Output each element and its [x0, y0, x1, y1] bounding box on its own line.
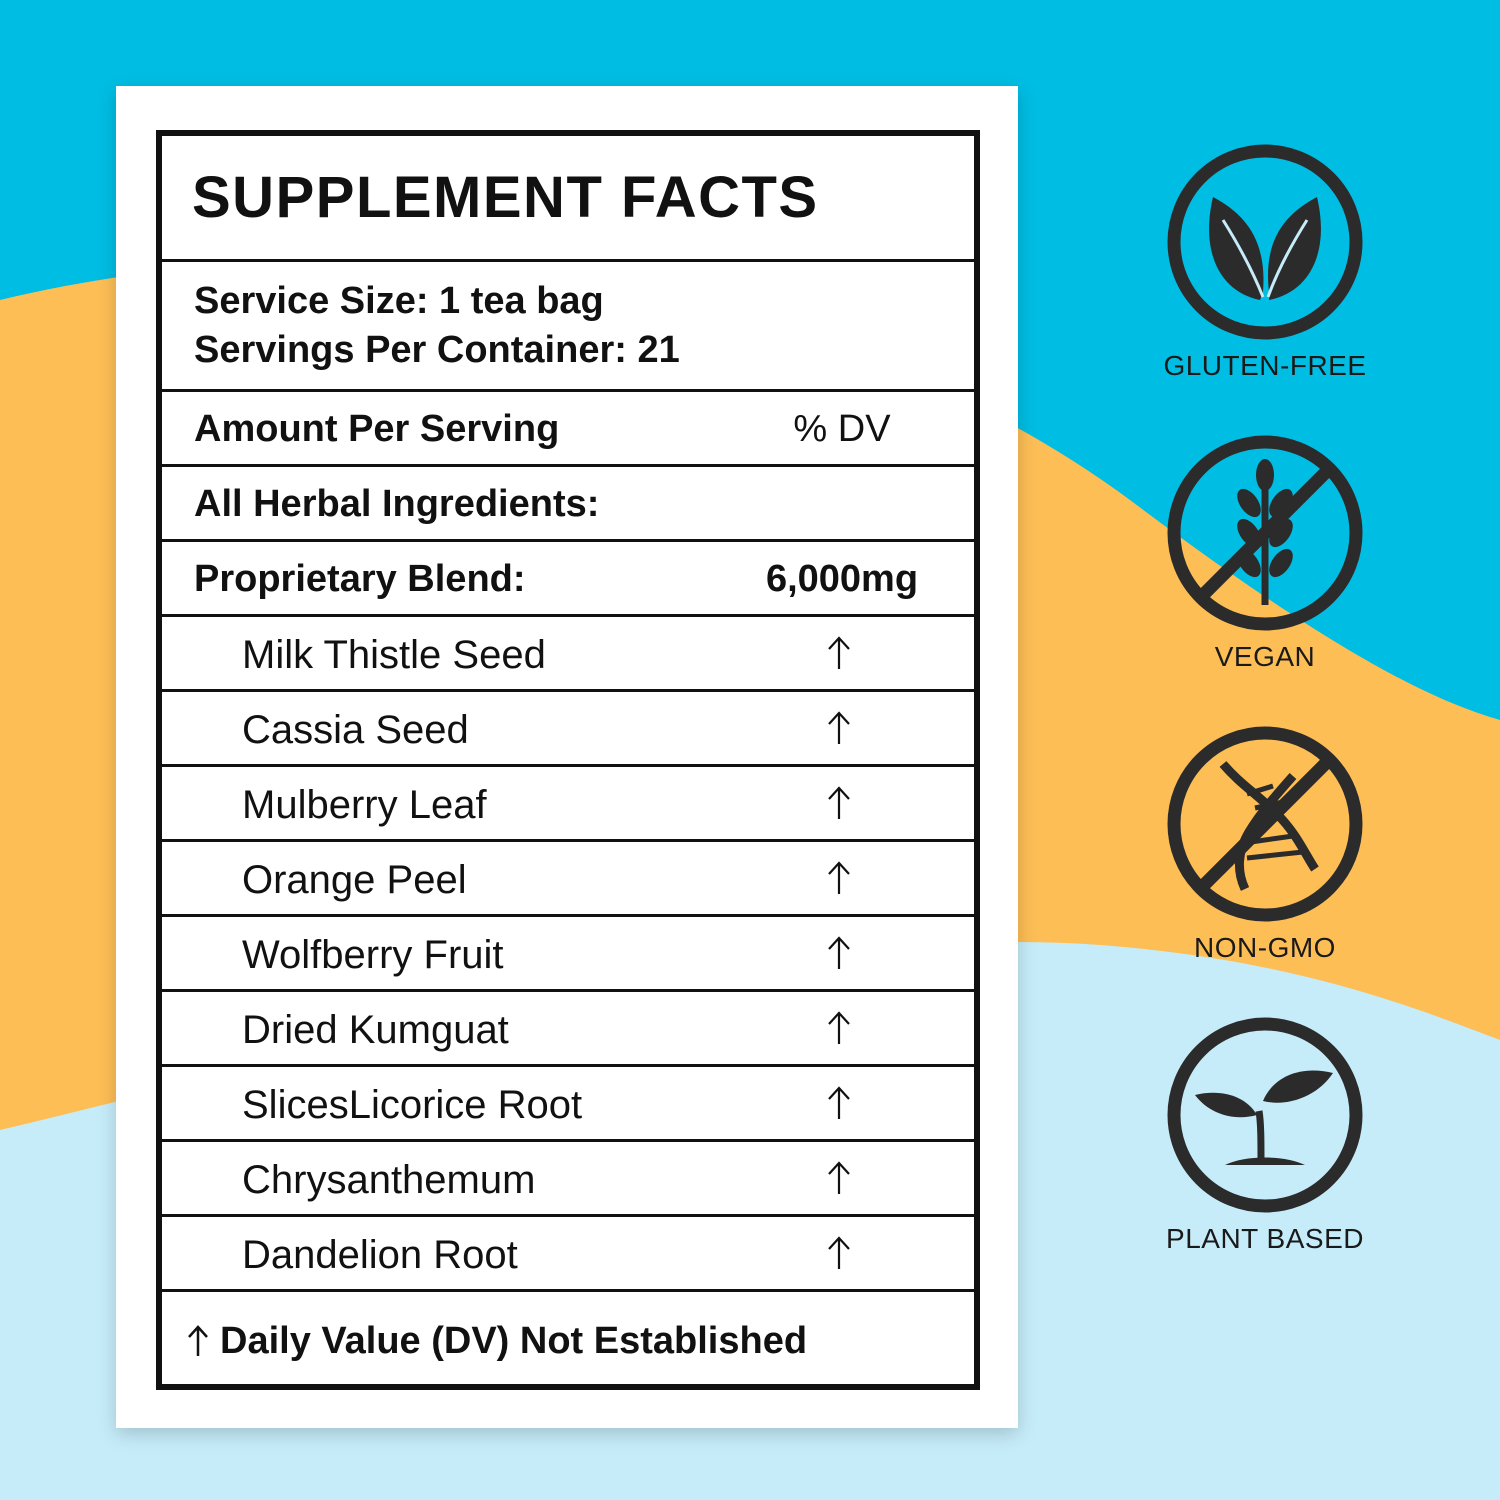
badge-label: VEGAN	[1214, 641, 1316, 672]
dagger-arrow-icon	[828, 786, 850, 819]
badge-vegan: VEGAN	[1140, 433, 1390, 673]
dagger-arrow-icon	[828, 936, 850, 969]
ingredient-row: Wolfberry Fruit	[162, 917, 974, 992]
ingredient-name: Dandelion Root	[242, 1233, 518, 1277]
ingredient-name: Wolfberry Fruit	[242, 933, 504, 977]
dagger-arrow-icon	[828, 1161, 850, 1194]
badge-label: GLUTEN-FREE	[1163, 350, 1367, 381]
blend-label: Proprietary Blend:	[194, 558, 526, 600]
badge-plant-based: PLANT BASED	[1140, 1015, 1390, 1255]
dagger-arrow-icon	[188, 1325, 208, 1356]
dagger-arrow-icon	[828, 1011, 850, 1044]
leaves-icon	[1167, 144, 1363, 340]
amount-header-row: Amount Per Serving % DV	[162, 392, 974, 467]
amount-per-serving-label: Amount Per Serving	[194, 408, 560, 450]
ingredient-row: Chrysanthemum	[162, 1142, 974, 1217]
ingredient-name: Chrysanthemum	[242, 1158, 536, 1202]
badge-gluten-free: GLUTEN-FREE	[1140, 142, 1390, 382]
ingredient-name: Cassia Seed	[242, 708, 469, 752]
badge-label: PLANT BASED	[1166, 1223, 1364, 1254]
supplement-facts-panel: SUPPLEMENT FACTS Service Size: 1 tea bag…	[156, 130, 980, 1390]
ingredient-name: Orange Peel	[242, 858, 467, 902]
ingredient-row: Milk Thistle Seed	[162, 617, 974, 692]
dagger-arrow-icon	[828, 636, 850, 669]
panel-title-row: SUPPLEMENT FACTS	[162, 136, 974, 262]
ingredient-name: Dried Kumguat	[242, 1008, 509, 1052]
dagger-arrow-icon	[828, 861, 850, 894]
badge-label: NON-GMO	[1194, 932, 1336, 963]
herbal-header-row: All Herbal Ingredients:	[162, 467, 974, 542]
sprout-icon	[1167, 1017, 1363, 1213]
serving-size: Service Size: 1 tea bag	[194, 280, 604, 322]
servings-per-container: Servings Per Container: 21	[194, 329, 680, 371]
dagger-arrow-icon	[828, 1086, 850, 1119]
no-wheat-icon	[1167, 435, 1363, 631]
footnote-text: Daily Value (DV) Not Established	[220, 1320, 808, 1362]
ingredient-row: Cassia Seed	[162, 692, 974, 767]
ingredient-row: Orange Peel	[162, 842, 974, 917]
blend-amount: 6,000mg	[765, 558, 919, 600]
ingredient-row: Mulberry Leaf	[162, 767, 974, 842]
serving-info: Service Size: 1 tea bag Servings Per Con…	[162, 262, 974, 392]
dagger-arrow-icon	[828, 1236, 850, 1269]
footnote-row: Daily Value (DV) Not Established	[162, 1290, 974, 1384]
dagger-arrow-icon	[828, 711, 850, 744]
ingredient-name: Milk Thistle Seed	[242, 633, 546, 677]
blend-row: Proprietary Blend: 6,000mg	[162, 542, 974, 617]
ingredient-row: Dried Kumguat	[162, 992, 974, 1067]
panel-title: SUPPLEMENT FACTS	[192, 165, 819, 230]
herbal-ingredients-label: All Herbal Ingredients:	[194, 483, 600, 525]
ingredient-name: Mulberry Leaf	[242, 783, 487, 827]
ingredient-row: SlicesLicorice Root	[162, 1067, 974, 1142]
ingredient-row: Dandelion Root	[162, 1217, 974, 1292]
ingredient-name: SlicesLicorice Root	[242, 1083, 583, 1127]
no-dna-icon	[1167, 726, 1363, 922]
badge-non-gmo: NON-GMO	[1140, 724, 1390, 964]
dv-header: % DV	[793, 408, 891, 450]
